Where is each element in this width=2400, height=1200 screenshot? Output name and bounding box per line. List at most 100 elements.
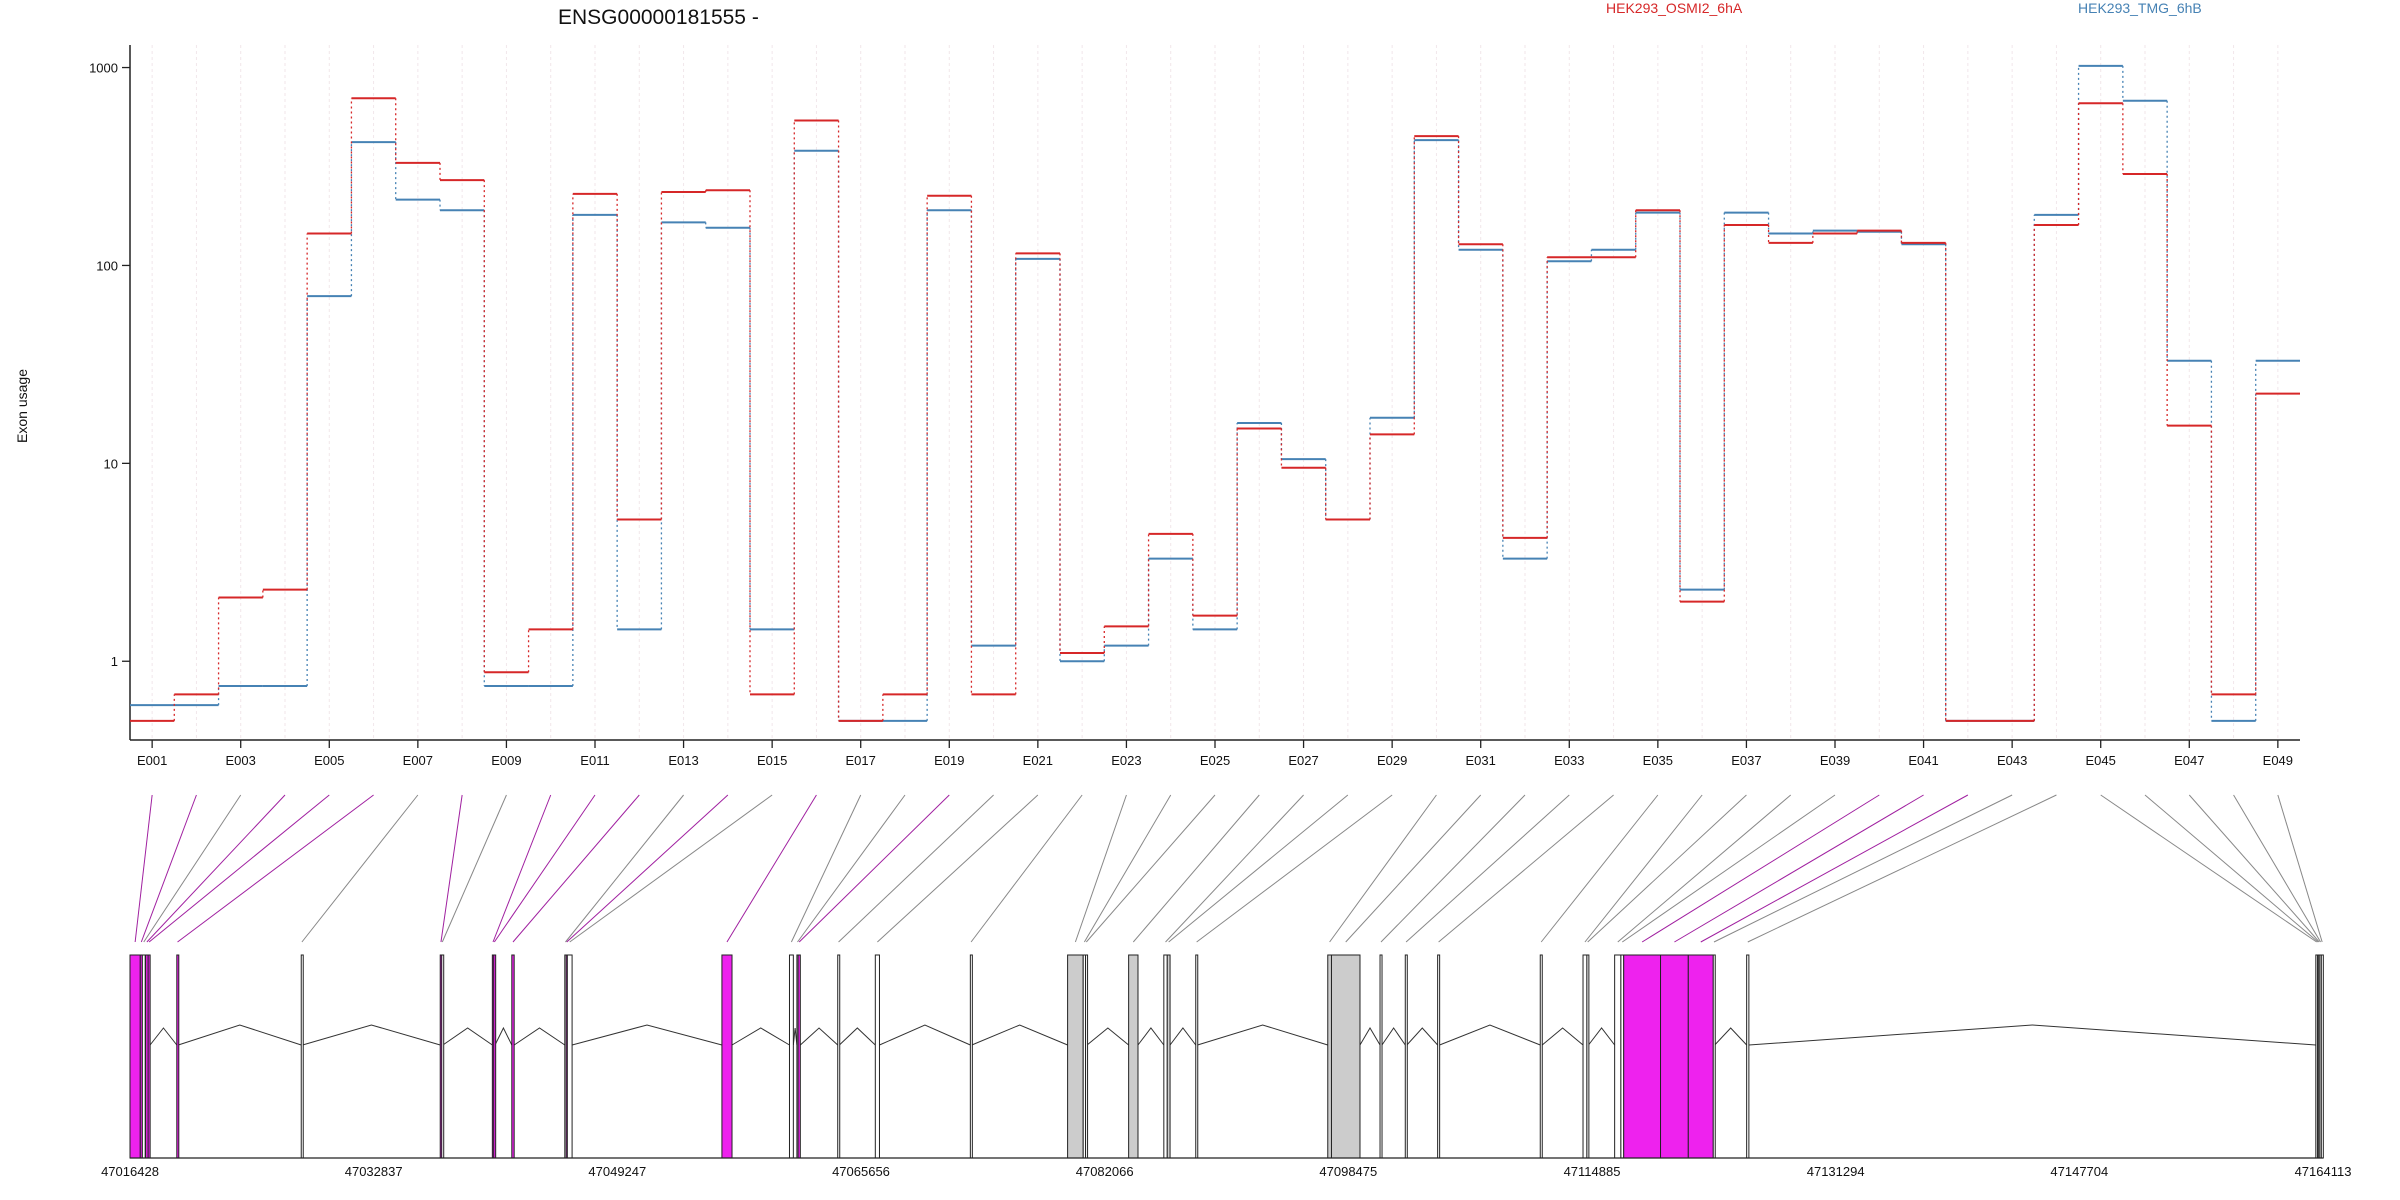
exon-link-line (1196, 794, 1393, 943)
x-tick-label: E001 (137, 753, 167, 768)
exon-box (176, 954, 180, 1159)
exon-link-line (177, 794, 374, 943)
exon-box (1085, 954, 1089, 1159)
exon-link-line (1438, 794, 1614, 943)
intron-line (839, 1027, 876, 1046)
exon-link-line (2188, 794, 2320, 943)
chart-title: ENSG00000181555 - (558, 6, 759, 29)
intron-line (1197, 1024, 1328, 1046)
y-tick-label: 100 (96, 258, 118, 273)
exon-link-line (2144, 794, 2319, 943)
exon-link-line (1700, 794, 1969, 943)
exon-box (1067, 954, 1084, 1159)
exon-box (2320, 954, 2324, 1159)
exon-link-line (1747, 794, 2057, 943)
exon-box (1712, 954, 1716, 1159)
exon-box (1437, 954, 1441, 1159)
intron-line (879, 1024, 971, 1046)
exon-box (1128, 954, 1139, 1159)
legend-series-2: HEK293_TMG_6hB (2078, 0, 2202, 16)
x-tick-label: E013 (668, 753, 698, 768)
exon-box (797, 954, 801, 1159)
exon-box (969, 954, 973, 1159)
y-tick-label: 1000 (89, 61, 118, 76)
x-tick-label: E037 (1731, 753, 1761, 768)
exon-box (874, 954, 880, 1159)
x-tick-label: E021 (1023, 753, 1053, 768)
exon-link-line (566, 794, 729, 943)
exon-link-line (441, 794, 507, 943)
x-tick-label: E003 (226, 753, 256, 768)
exon-box (1404, 954, 1408, 1159)
x-tick-label: E025 (1200, 753, 1230, 768)
intron-line (1588, 1027, 1616, 1046)
exon-box (837, 954, 841, 1159)
legend-series-1: HEK293_OSMI2_6hA (1606, 0, 1743, 16)
exon-box (141, 954, 146, 1159)
exon-link-line (148, 794, 330, 943)
genomic-coordinate-label: 47016428 (101, 1164, 159, 1179)
x-tick-label: E041 (1908, 753, 1938, 768)
x-tick-label: E031 (1466, 753, 1496, 768)
exon-link-line (1641, 794, 1880, 943)
x-tick-label: E019 (934, 753, 964, 768)
intron-line (1086, 1027, 1129, 1046)
exon-link-line (143, 794, 242, 943)
vertical-gridlines (151, 45, 2279, 740)
intron-line (1439, 1024, 1541, 1046)
exon-link-line (140, 794, 197, 943)
genomic-coordinate-label: 47131294 (1807, 1164, 1865, 1179)
exon-link-lines (134, 794, 2323, 943)
exon-box (566, 954, 573, 1159)
exon-box (1163, 954, 1168, 1159)
genomic-coordinate-label: 47082066 (1076, 1164, 1134, 1179)
x-axis: E001 E003 E005 E007 E009 E011 E013 E015 E017 E019… (130, 739, 2300, 768)
exon-box (1195, 954, 1199, 1159)
exon-link-line (301, 794, 419, 943)
intron-line (971, 1024, 1068, 1046)
x-tick-label: E039 (1820, 753, 1850, 768)
exon-link-line (2100, 794, 2317, 943)
genomic-coordinate-label: 47065656 (832, 1164, 890, 1179)
exon-link-line (1168, 794, 1349, 943)
exon-link-line (1380, 794, 1526, 943)
x-tick-label: E007 (403, 753, 433, 768)
intron-line (513, 1027, 566, 1046)
exon-box (441, 954, 445, 1159)
exon-link-line (1085, 794, 1216, 943)
intron-line (1359, 1027, 1381, 1046)
exon-box (493, 954, 497, 1159)
exon-link-line (2277, 794, 2323, 943)
gene-model (129, 954, 2324, 1159)
exon-box (1586, 954, 1590, 1159)
exon-link-line (512, 794, 640, 943)
exon-link-line (1165, 794, 1304, 943)
x-tick-label: E027 (1288, 753, 1318, 768)
exon-link-line (146, 794, 286, 943)
intron-line (1169, 1027, 1197, 1046)
x-tick-label: E017 (846, 753, 876, 768)
exon-link-line (970, 794, 1083, 943)
exon-link-line (1074, 794, 1127, 943)
exon-link-line (1587, 794, 1747, 943)
intron-line (1381, 1027, 1406, 1046)
exon-link-line (1584, 794, 1703, 943)
x-tick-label: E005 (314, 753, 344, 768)
exon-box (511, 954, 515, 1159)
exon-link-line (565, 794, 684, 943)
exon-link-line (797, 794, 906, 943)
intron-line (442, 1027, 493, 1046)
exon-link-line (493, 794, 596, 943)
intron-line (731, 1027, 790, 1046)
exon-box (1582, 954, 1588, 1159)
x-tick-label: E045 (2086, 753, 2116, 768)
exon-link-line (1329, 794, 1437, 943)
exon-box (147, 954, 151, 1159)
exon-link-line (726, 794, 817, 943)
exon-box (721, 954, 733, 1159)
genomic-coordinate-label: 47147704 (2050, 1164, 2108, 1179)
exon-link-line (1622, 794, 1836, 943)
exon-link-line (1617, 794, 1792, 943)
exon-link-line (877, 794, 1039, 943)
